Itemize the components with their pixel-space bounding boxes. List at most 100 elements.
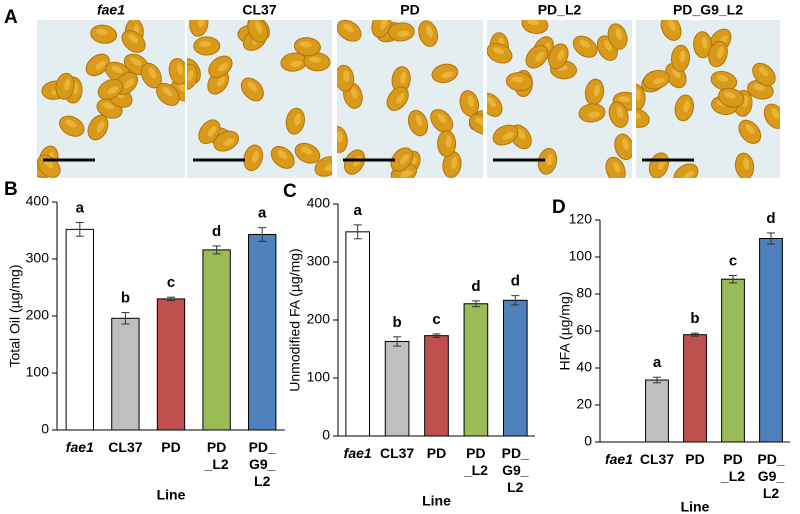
y-tick-label: 400 — [26, 193, 50, 209]
x-tick-label: PD — [427, 445, 446, 461]
seed-shine — [397, 30, 410, 37]
x-tick-label: CL37 — [640, 451, 674, 467]
error-bar — [767, 232, 775, 245]
x-tick-label: PD_ G9_ L2 — [502, 445, 529, 495]
seed-shine — [218, 62, 229, 72]
seed-shine — [679, 50, 686, 63]
x-tick-label: PD — [161, 439, 180, 455]
seed-shine — [437, 113, 447, 124]
error-bar — [212, 245, 221, 255]
seed-shine — [216, 76, 226, 87]
y-tick-label: 0 — [322, 427, 330, 443]
seed-shine — [636, 111, 642, 119]
y-tick-label: 0 — [41, 421, 49, 437]
seed-shine — [290, 60, 303, 67]
seed-shine — [107, 86, 119, 95]
seed-shine — [343, 23, 354, 33]
seed-shine — [148, 67, 157, 79]
y-axis-label: HFA (µg/mg) — [557, 292, 573, 371]
x-tick-label: CL37 — [108, 439, 142, 455]
seed-shine — [445, 135, 452, 148]
error-bar — [258, 227, 267, 242]
seed-shine — [187, 69, 194, 82]
seed-shine — [176, 63, 184, 75]
significance-letter: b — [690, 310, 699, 327]
seed-shine — [337, 131, 344, 144]
image-title: CL37 — [242, 2, 276, 18]
bar — [683, 334, 707, 443]
image-title: PD_L2 — [538, 2, 582, 18]
error-bar — [393, 336, 402, 347]
seed-shine — [396, 93, 405, 104]
y-tick-label: 100 — [26, 364, 50, 380]
seed-shine — [299, 41, 312, 48]
x-axis-label: Line — [681, 499, 710, 514]
seed-shine — [527, 20, 540, 26]
error-bar — [121, 312, 130, 325]
seed-shine — [701, 36, 708, 49]
seed-shine — [652, 77, 665, 85]
significance-letter: d — [212, 223, 221, 240]
image-title: PD — [400, 2, 419, 18]
seed-shine — [128, 34, 139, 44]
seed-shine — [451, 156, 458, 169]
seed-shine — [604, 39, 613, 51]
x-tick-label: fae1 — [344, 445, 372, 461]
seed-shine — [511, 76, 524, 83]
bar — [721, 278, 745, 443]
seed-shine — [615, 28, 623, 40]
error-bar — [432, 333, 441, 338]
seed-shine — [535, 51, 545, 62]
seed-shine — [380, 20, 388, 30]
bar — [202, 249, 231, 431]
seed-photo — [37, 20, 185, 178]
seed-shine — [441, 71, 454, 79]
seed-shine — [124, 78, 134, 89]
seed-shine — [716, 74, 729, 82]
x-tick-label: fae1 — [605, 451, 633, 467]
significance-letter: c — [167, 274, 175, 291]
bar — [424, 335, 449, 437]
seed-shine — [618, 96, 631, 103]
seed-shine — [622, 138, 629, 151]
bar — [111, 317, 140, 431]
x-tick-label: PD _L2 — [463, 445, 488, 478]
seed-photo — [187, 20, 332, 178]
seed-shine — [343, 70, 350, 83]
y-tick-label: 100 — [307, 369, 331, 385]
seed-shine — [616, 106, 624, 118]
y-tick-label: 100 — [569, 248, 593, 264]
significance-letter: d — [511, 273, 520, 290]
seed-shine — [247, 81, 258, 92]
error-bar — [75, 222, 84, 237]
error-bar — [471, 300, 480, 308]
error-bar — [653, 376, 661, 384]
error-bar — [511, 295, 520, 306]
seed-shine — [254, 21, 263, 34]
significance-letter: d — [766, 210, 775, 227]
seed-shine — [745, 124, 755, 134]
x-tick-label: PD _L2 — [204, 439, 229, 472]
seed-shine — [475, 117, 483, 126]
seed-shine — [636, 88, 641, 101]
significance-letter: a — [76, 199, 85, 216]
x-tick-label: PD _L2 — [720, 451, 745, 484]
bar — [645, 379, 669, 443]
seed-shine — [111, 65, 123, 74]
x-tick-label: fae1 — [66, 439, 94, 455]
x-tick-label: PD — [685, 451, 704, 467]
y-tick-label: 0 — [584, 433, 592, 449]
error-bar — [353, 224, 362, 240]
bar — [463, 303, 489, 437]
x-tick-label: PD_ G9_ L2 — [757, 451, 784, 501]
panel-label: C — [283, 181, 297, 202]
seed-shine — [400, 170, 413, 178]
seed-shine — [324, 163, 332, 172]
seed-shine — [426, 25, 433, 37]
seed-shine — [198, 40, 211, 47]
seed-shine — [502, 132, 514, 140]
bar — [65, 228, 94, 431]
significance-letter: c — [432, 311, 440, 328]
seed-shine — [467, 95, 474, 107]
